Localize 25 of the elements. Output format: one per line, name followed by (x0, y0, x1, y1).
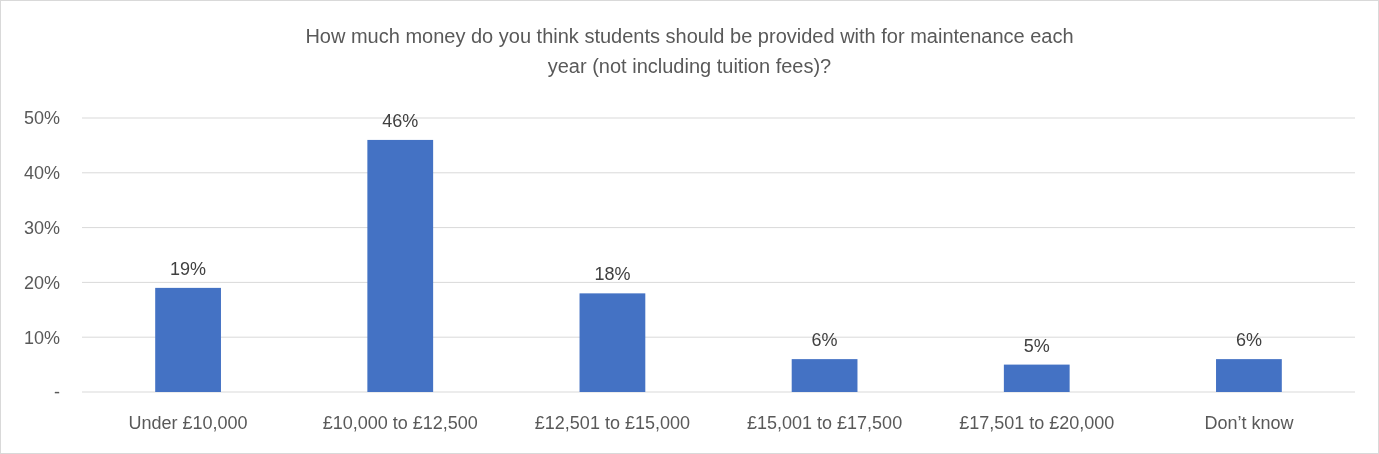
y-tick-label: 10% (23, 327, 60, 348)
y-tick-label: - (54, 382, 60, 403)
data-label: 5% (1023, 335, 1050, 356)
y-tick-label: 30% (23, 217, 60, 238)
data-label: 6% (1235, 330, 1262, 351)
y-tick-label: 50% (23, 108, 60, 129)
bar (367, 139, 434, 392)
x-tick-label: £15,001 to £17,500 (747, 413, 903, 433)
x-tick-label: £12,501 to £15,000 (534, 413, 690, 433)
data-label: 19% (170, 258, 207, 279)
x-tick-label: Don’t know (1204, 413, 1295, 433)
bar (1003, 364, 1070, 392)
chart-title: How much money do you think students should be provided with for maintenance each year (not including tuition fees)? (305, 25, 1074, 77)
bar (579, 293, 646, 392)
data-label: 6% (811, 330, 838, 351)
bar (1216, 359, 1282, 392)
data-label: 46% (382, 110, 419, 131)
x-tick-label: Under £10,000 (128, 413, 248, 433)
x-tick-label: £10,000 to £12,500 (322, 413, 478, 433)
y-tick-label: 20% (23, 272, 60, 293)
data-label: 18% (594, 264, 631, 285)
bar (155, 287, 221, 392)
y-tick-label: 40% (23, 163, 60, 184)
bar (791, 359, 858, 392)
x-tick-label: £17,501 to £20,000 (959, 413, 1115, 433)
